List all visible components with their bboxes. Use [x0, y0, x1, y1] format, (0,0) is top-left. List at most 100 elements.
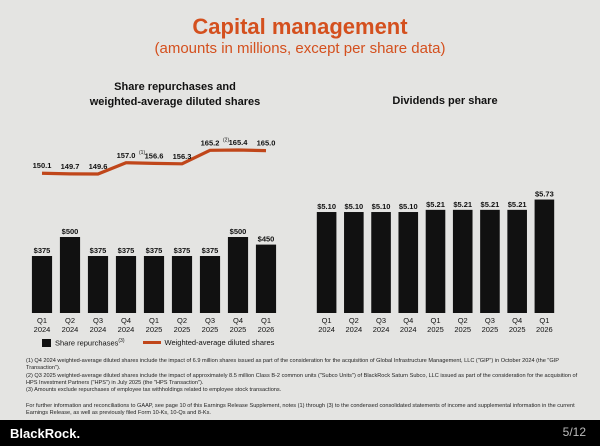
left-chart-title-line2: weighted-average diluted shares	[89, 96, 261, 108]
repurchase-tick-label: 2024	[34, 325, 51, 334]
dividend-data-label: $5.21	[453, 200, 472, 209]
dividend-bar	[398, 212, 419, 313]
left-chart-title-line1: Share repurchases and	[114, 81, 236, 93]
dividend-tick-label: 2024	[318, 325, 335, 334]
repurchase-bar	[171, 256, 193, 313]
repurchase-tick-label: Q2	[177, 316, 187, 325]
repurchase-tick-label: 2024	[118, 325, 135, 334]
footnotes: (1) Q4 2024 weighted-average diluted sha…	[26, 358, 586, 394]
repurchase-data-label: $375	[90, 246, 107, 255]
dividend-tick-label: Q4	[403, 316, 413, 325]
repurchase-data-label: $375	[118, 246, 135, 255]
repurchase-bar	[143, 256, 165, 313]
repurchase-bar	[87, 256, 109, 313]
repurchase-bar	[255, 244, 277, 313]
repurchase-tick-label: 2024	[90, 325, 107, 334]
repurchase-data-label: $375	[34, 246, 51, 255]
repurchase-tick-label: 2024	[62, 325, 79, 334]
repurchase-tick-label: 2025	[230, 325, 247, 334]
left-chart-title: Share repurchases and weighted-average d…	[60, 80, 290, 110]
repurchase-tick-label: 2025	[146, 325, 163, 334]
footer-bar: BlackRock. 5/12	[0, 420, 600, 446]
dividend-tick-label: 2024	[400, 325, 417, 334]
diluted-shares-label: 156.6	[145, 151, 164, 160]
dividend-bar	[534, 199, 555, 313]
dividend-data-label: $5.10	[399, 202, 418, 211]
repurchase-tick-label: Q1	[261, 316, 271, 325]
diluted-shares-label: 157.0	[117, 151, 136, 160]
repurchase-tick-label: Q4	[121, 316, 131, 325]
diluted-shares-label: 156.3	[173, 152, 192, 161]
repurchase-tick-label: 2025	[174, 325, 191, 334]
chart-legend: Share repurchases(3) Weighted-average di…	[42, 338, 274, 348]
dividend-data-label: $5.73	[535, 190, 554, 199]
dividend-data-label: $5.21	[426, 200, 445, 209]
dividend-tick-label: 2025	[482, 325, 499, 334]
repurchase-tick-label: Q3	[93, 316, 103, 325]
repurchase-bar	[115, 256, 137, 313]
repurchase-tick-label: Q2	[65, 316, 75, 325]
diluted-shares-footnote-ref: (2)	[223, 137, 229, 143]
legend-line-swatch	[142, 341, 161, 345]
repurchase-data-label: $500	[62, 227, 79, 236]
dividend-data-label: $5.10	[317, 202, 336, 211]
repurchase-data-label: $375	[174, 246, 191, 255]
diluted-shares-label: 149.7	[61, 162, 80, 171]
repurchase-data-label: $375	[202, 246, 219, 255]
diluted-shares-label: 150.1	[33, 161, 52, 170]
repurchase-tick-label: Q1	[149, 316, 159, 325]
dividend-bar	[507, 209, 527, 313]
dividend-tick-label: 2024	[345, 325, 362, 334]
dividend-bar	[452, 209, 473, 313]
repurchase-bar	[227, 237, 249, 313]
diluted-shares-label: 165.0	[257, 139, 276, 148]
page-title: Capital management	[192, 14, 408, 39]
dividend-bar	[480, 209, 500, 313]
repurchase-tick-label: 2026	[258, 325, 275, 334]
blackrock-logo: BlackRock.	[10, 426, 81, 441]
repurchase-tick-label: 2025	[202, 325, 219, 334]
repurchase-tick-label: Q3	[205, 316, 215, 325]
footnote-3: (3) Amounts exclude repurchases of emplo…	[26, 387, 282, 394]
page-subtitle: (amounts in millions, except per share d…	[154, 40, 446, 57]
dividend-bar	[371, 212, 391, 313]
legend-bar-swatch	[42, 338, 51, 347]
dividend-tick-label: 2024	[373, 325, 390, 334]
repurchase-data-label: $450	[258, 235, 275, 244]
dividend-data-label: $5.10	[344, 202, 363, 211]
repurchase-bar	[59, 237, 81, 313]
dividend-tick-label: Q2	[349, 316, 359, 325]
dividend-tick-label: 2025	[509, 325, 526, 334]
repurchase-tick-label: Q4	[233, 316, 243, 325]
repurchase-tick-label: Q1	[37, 316, 47, 325]
dividend-tick-label: Q1	[322, 316, 332, 325]
dividend-tick-label: Q3	[485, 316, 495, 325]
diluted-shares-label: 165.4	[229, 138, 249, 147]
dividend-bar	[425, 209, 446, 313]
further-info: For further information and reconciliati…	[26, 403, 575, 417]
footnote-2: (2) Q3 2025 weighted-average diluted sha…	[26, 372, 578, 386]
dividend-data-label: $5.21	[508, 200, 527, 209]
dividend-tick-label: 2025	[427, 325, 444, 334]
dividend-tick-label: Q1	[430, 316, 440, 325]
repurchase-data-label: $375	[146, 246, 163, 255]
diluted-shares-label: 149.6	[89, 162, 108, 171]
repurchase-bar	[31, 256, 53, 313]
diluted-shares-label: 165.2	[201, 138, 220, 147]
dividend-tick-label: Q1	[539, 316, 549, 325]
page-number: 5/12	[562, 425, 586, 439]
right-chart-title: Dividends per share	[392, 95, 498, 107]
footnote-1: (1) Q4 2024 weighted-average diluted sha…	[26, 358, 559, 372]
dividend-bar	[344, 212, 364, 313]
dividend-data-label: $5.21	[481, 200, 500, 209]
dividend-tick-label: 2025	[454, 325, 471, 334]
repurchase-data-label: $500	[230, 227, 247, 236]
diluted-shares-line	[41, 148, 267, 176]
dividend-tick-label: Q4	[512, 316, 522, 325]
legend-bar-label: Share repurchases(3)	[55, 338, 125, 348]
dividend-tick-label: Q2	[458, 316, 468, 325]
diluted-shares-footnote-ref: (1)	[139, 150, 145, 156]
dividend-data-label: $5.10	[372, 202, 391, 211]
dividend-bar	[316, 212, 337, 313]
